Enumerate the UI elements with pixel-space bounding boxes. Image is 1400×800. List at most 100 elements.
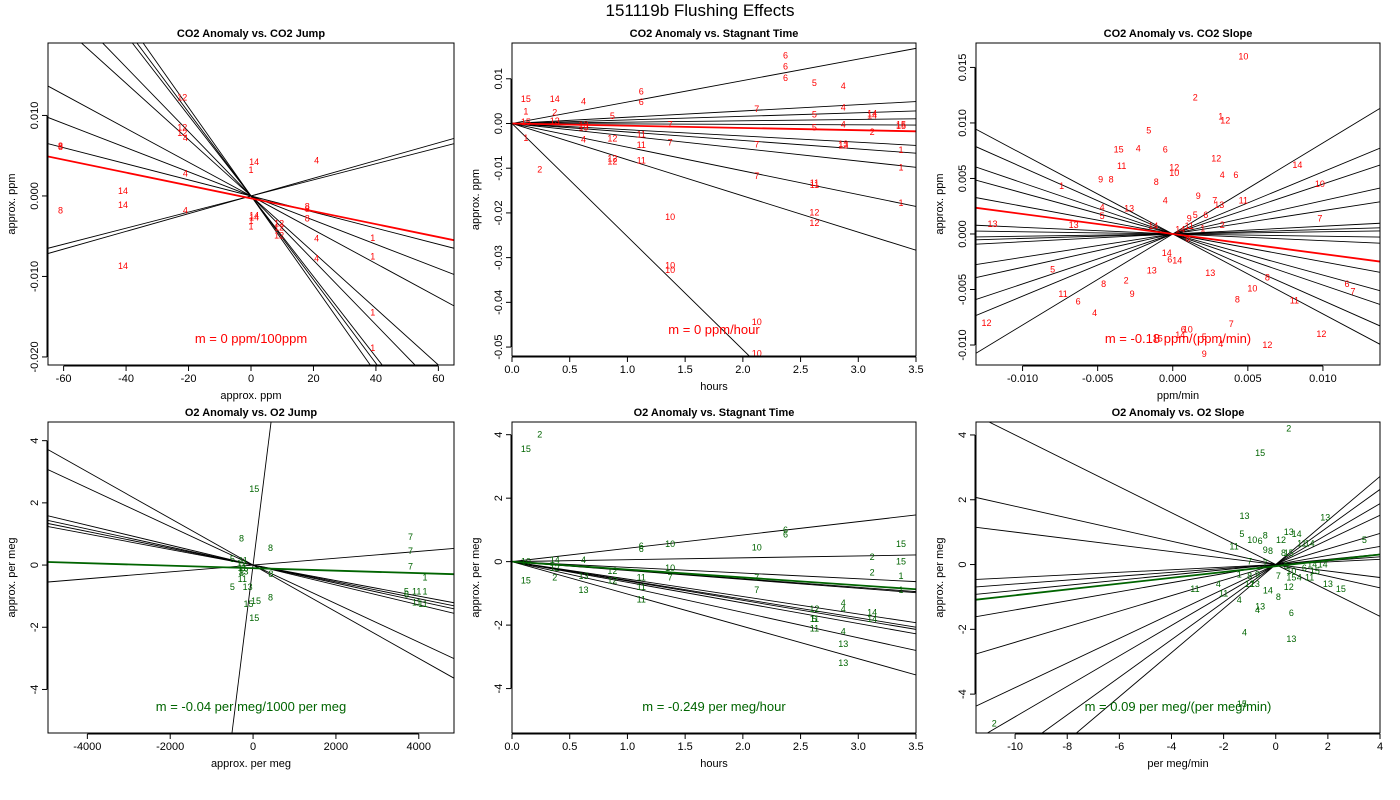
x-tick-label: 2.5 (793, 741, 808, 753)
regression-line (987, 503, 1380, 733)
data-point-label: 4 (1136, 143, 1141, 153)
data-point-label: 12 (274, 230, 284, 240)
regression-line (512, 123, 916, 168)
data-point-label: 11 (637, 156, 646, 166)
data-point-label: 13 (1147, 266, 1157, 276)
data-point-label: 12 (607, 576, 617, 586)
plot-frame (47, 42, 455, 366)
y-axis-label: approx. per meg (934, 537, 946, 617)
x-tick-label: -4000 (73, 741, 101, 753)
regression-line (512, 514, 916, 563)
data-point-label: 1 (248, 222, 253, 232)
data-point-label: 6 (639, 87, 644, 97)
regression-line (512, 118, 916, 124)
data-point-label: 14 (1307, 560, 1317, 570)
data-point-label: 14 (118, 200, 128, 210)
x-tick-label: -4 (1167, 741, 1177, 753)
data-point-label: 12 (1169, 162, 1179, 172)
data-point-label: 15 (521, 576, 531, 586)
data-point-label: 1 (523, 106, 528, 116)
y-axis-label: approx. per meg (470, 537, 482, 617)
data-point-label: 8 (1276, 592, 1281, 602)
data-point-label: 5 (1100, 211, 1105, 221)
data-point-label: 1 (1200, 223, 1205, 233)
x-tick-label: 3.5 (908, 741, 923, 753)
x-tick-label: 0 (248, 373, 254, 385)
regression-line (512, 561, 916, 676)
data-point-label: 6 (1289, 608, 1294, 618)
data-point-label: 8 (239, 568, 244, 578)
regression-line (512, 561, 916, 624)
data-point-label: 14 (249, 210, 259, 220)
regression-line (512, 123, 916, 251)
data-point-label: 6 (783, 530, 788, 540)
regression-line (976, 166, 1380, 305)
data-point-label: 6 (1076, 297, 1081, 307)
data-point-label: 15 (896, 119, 906, 129)
data-point-label: 5 (1146, 126, 1151, 136)
y-tick-label: 0.00 (493, 113, 505, 134)
x-axis-label: ppm/min (1157, 390, 1199, 402)
data-point-label: 7 (1247, 556, 1252, 566)
regression-line (976, 553, 1380, 595)
data-point-label: 4 (841, 598, 846, 608)
data-point-label: 13 (579, 585, 589, 595)
data-point-label: 8 (1185, 233, 1190, 243)
data-point-label: 11 (637, 573, 646, 583)
x-axis-label: approx. per meg (211, 758, 291, 770)
data-point-label: 8 (1235, 294, 1240, 304)
data-point-label: 10 (1183, 324, 1193, 334)
data-point-label: 5 (1239, 529, 1244, 539)
y-tick-label: -0.010 (957, 329, 969, 360)
x-tick-label: 3.0 (851, 364, 866, 376)
data-point-label: 8 (1281, 548, 1286, 558)
data-point-label: 7 (754, 140, 759, 150)
data-point-label: 13 (579, 571, 589, 581)
data-point-label: 14 (1292, 529, 1302, 539)
data-point-label: 12 (982, 318, 992, 328)
y-tick-label: 0.010 (29, 102, 41, 130)
x-tick-label: 0.5 (562, 741, 577, 753)
data-point-label: 15 (1286, 573, 1296, 583)
x-tick-label: 1.5 (677, 741, 692, 753)
x-tick-label: -6 (1114, 741, 1124, 753)
regression-line (231, 422, 272, 733)
data-point-label: 11 (1185, 221, 1194, 231)
data-point-label: 15 (244, 599, 254, 609)
x-tick-label: 2.0 (735, 364, 750, 376)
data-point-label: 6 (1203, 210, 1208, 220)
data-point-label: 11 (1117, 161, 1126, 171)
data-point-label: 10 (1247, 283, 1257, 293)
y-tick-label: 0.015 (957, 54, 969, 82)
y-axis-label: approx. ppm (470, 169, 482, 230)
data-point-label: 13 (550, 116, 560, 126)
data-point-label: 7 (754, 104, 759, 114)
data-point-label: 11 (412, 597, 421, 607)
data-point-label: 12 (809, 604, 819, 614)
data-point-label: 11 (637, 595, 646, 605)
x-tick-label: 0 (250, 741, 256, 753)
regression-line (988, 422, 1380, 617)
x-tick-label: 4 (1377, 741, 1383, 753)
y-tick-label: 0.01 (493, 68, 505, 89)
x-tick-label: 0.5 (562, 364, 577, 376)
data-point-label: 13 (1124, 203, 1134, 213)
data-point-label: 5 (812, 614, 817, 624)
x-tick-label: -60 (56, 373, 72, 385)
data-point-label: 10 (665, 261, 675, 271)
data-point-label: 10 (1279, 396, 1289, 406)
overall-fit-line (48, 561, 454, 576)
data-point-label: 1 (898, 585, 903, 595)
data-point-label: 2 (1134, 370, 1139, 380)
data-point-label: 14 (550, 555, 560, 565)
y-tick-label: -0.020 (29, 341, 41, 372)
data-point-label: 12 (607, 156, 617, 166)
data-point-label: 11 (637, 582, 646, 592)
y-tick-label: -0.02 (493, 200, 505, 225)
data-point-label: 12 (274, 222, 284, 232)
data-point-label: 15 (896, 557, 906, 567)
plot-frame (511, 421, 917, 734)
